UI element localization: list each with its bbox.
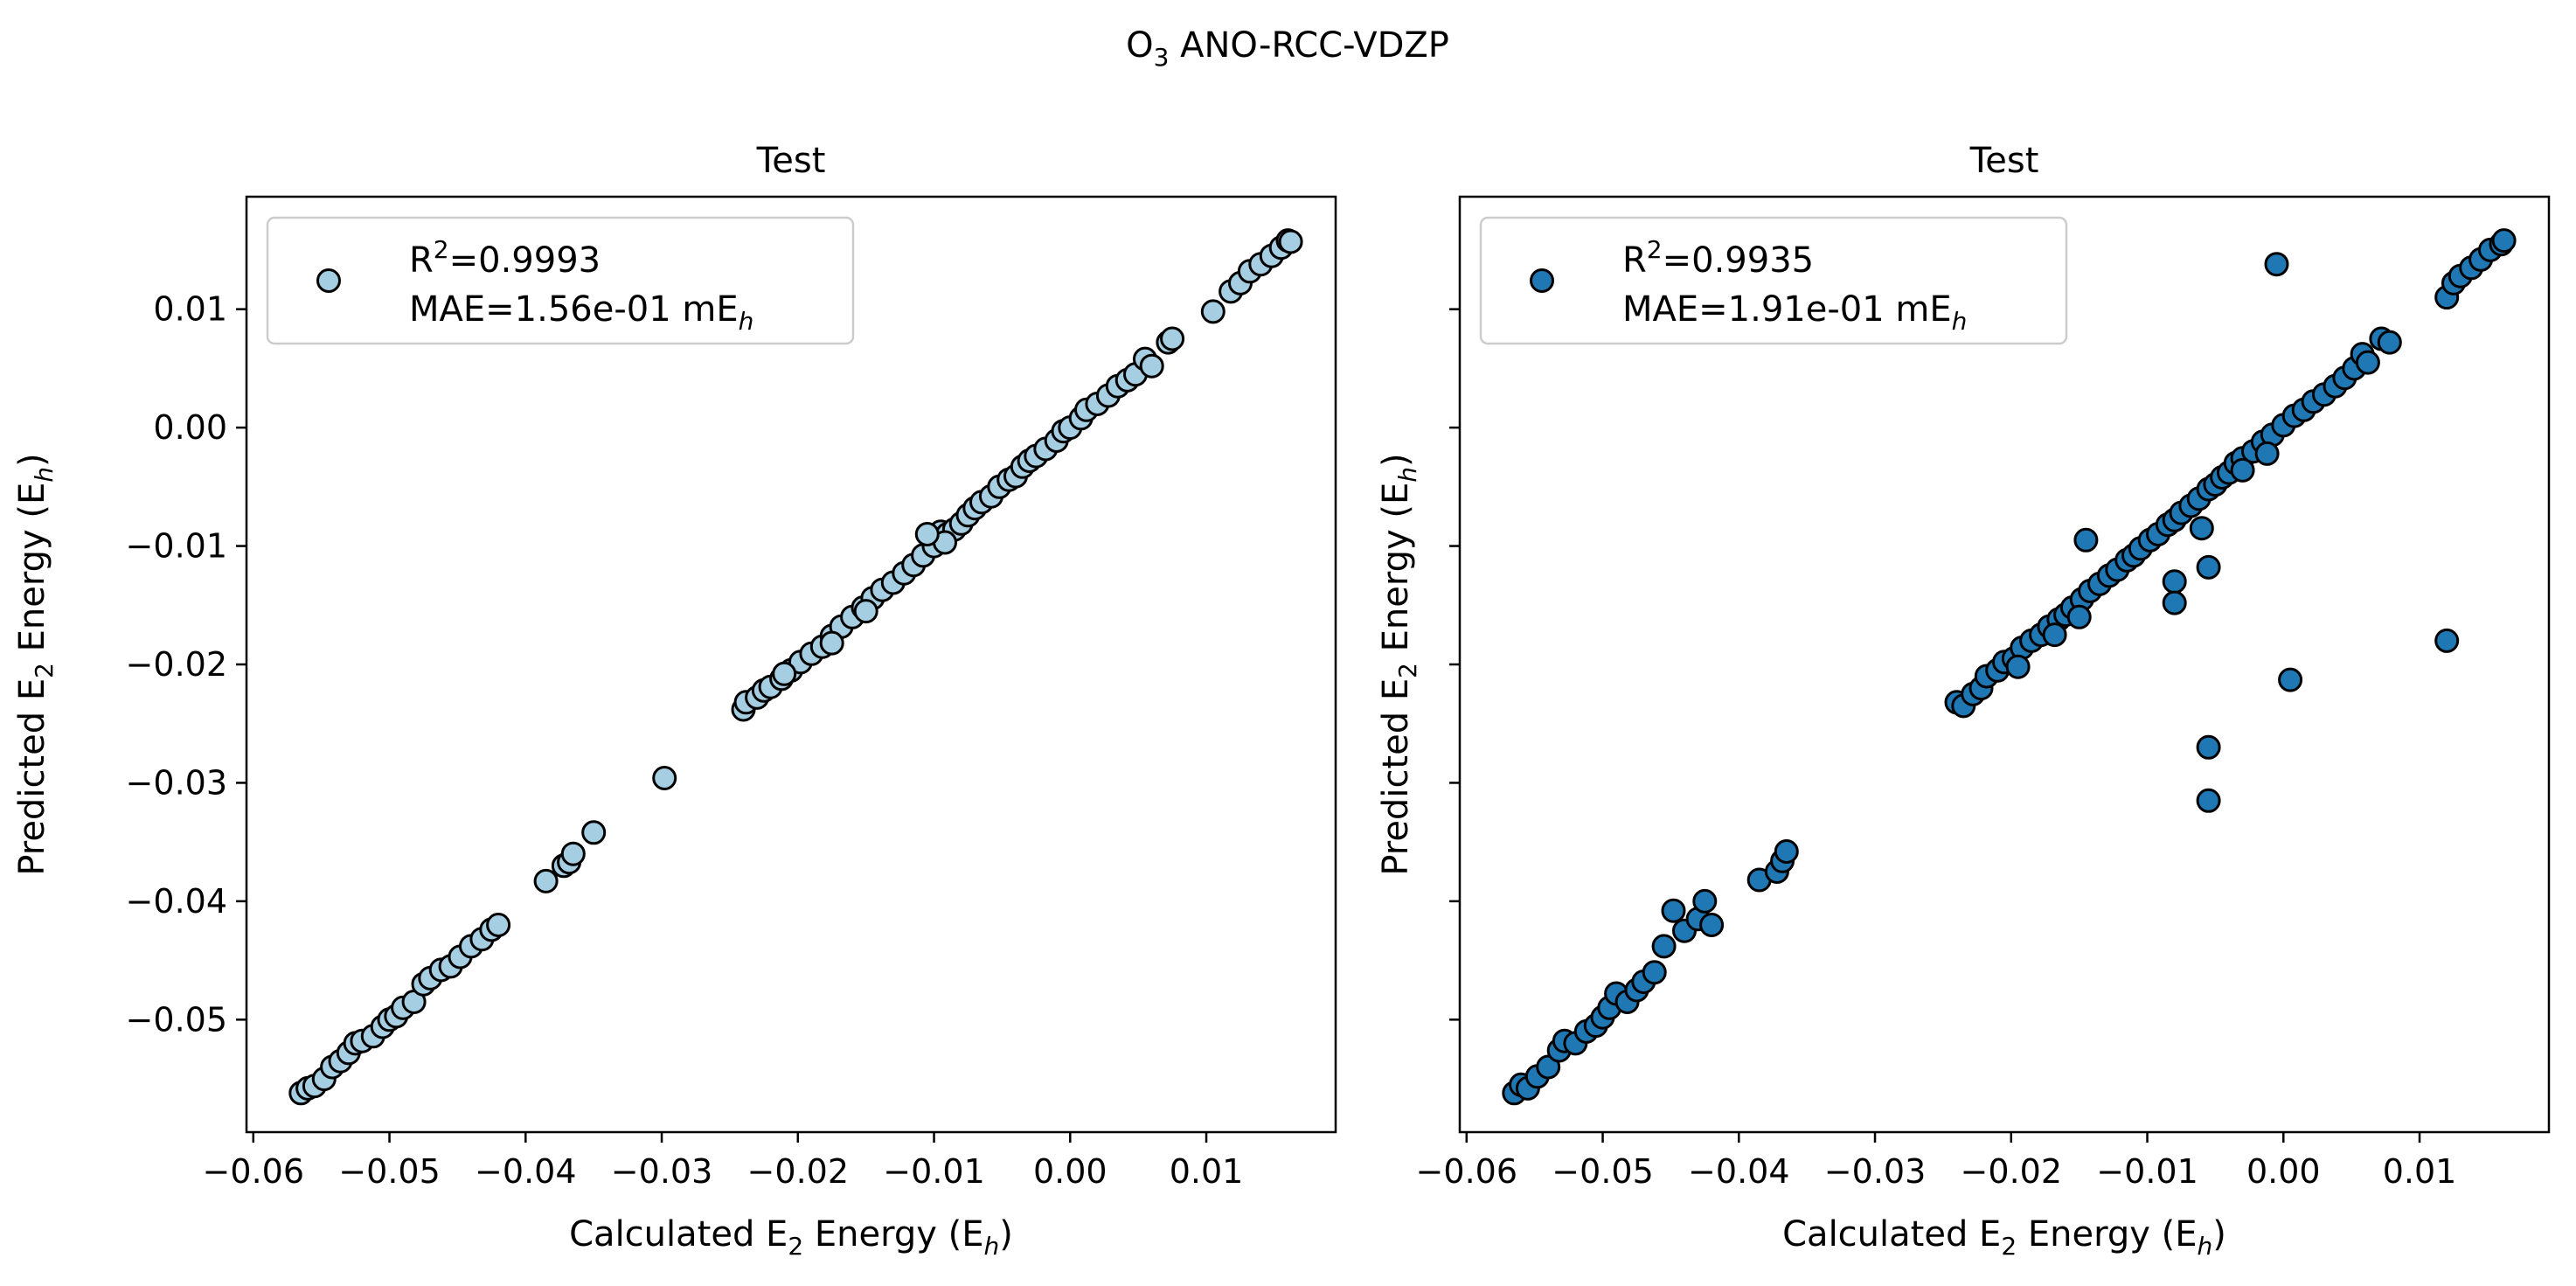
scatter-point (2196, 788, 2221, 813)
scatter-point (1692, 888, 1718, 914)
scatter-point (560, 841, 586, 866)
scatter-point (2434, 628, 2460, 653)
scatter-point (1139, 353, 1164, 379)
x-tick-label: 0.00 (2246, 1152, 2321, 1191)
scatter-point (2278, 667, 2303, 692)
legend-marker (1530, 268, 1554, 293)
y-tick-label: −0.04 (126, 882, 227, 921)
x-tick-label: −0.05 (1552, 1152, 1653, 1191)
x-tick-label: −0.01 (883, 1152, 984, 1191)
x-tick-label: −0.06 (1416, 1152, 1517, 1191)
scatter-point (2355, 350, 2380, 375)
x-tick-label: −0.02 (1961, 1152, 2062, 1191)
panel-title: Test (1969, 141, 2039, 181)
x-tick-label: −0.02 (747, 1152, 849, 1191)
x-tick-label: −0.03 (611, 1152, 712, 1191)
scatter-point (1774, 839, 1799, 864)
scatter-point (1661, 898, 1686, 923)
scatter-point (2491, 228, 2517, 254)
y-axis-label: Predicted E2 Energy (Eh) (1376, 453, 1422, 875)
scatter-point (486, 913, 511, 937)
scatter-point (533, 868, 559, 893)
scatter-point (2005, 654, 2031, 679)
scatter-point (1278, 229, 1303, 254)
legend: R2=0.9993 MAE=1.56e-01 mEh (266, 216, 855, 345)
legend-r2-text: R2=0.9993 (409, 235, 601, 281)
x-tick-label: −0.01 (2096, 1152, 2198, 1191)
scatter-point (2230, 457, 2255, 483)
scatter-point (853, 599, 878, 624)
figure-suptitle: O3 ANO-RCC-VDZP (1126, 25, 1449, 72)
scatter-point (2162, 569, 2187, 594)
x-tick-label: −0.05 (338, 1152, 440, 1191)
scatter-points (1502, 228, 2517, 1106)
legend-mae-text: MAE=1.91e-01 mEh (1622, 289, 1967, 336)
legend: R2=0.9935 MAE=1.91e-01 mEh (1479, 216, 2068, 345)
scatter-point (2073, 527, 2099, 553)
panel-title: Test (756, 141, 826, 181)
scatter-point (2196, 734, 2221, 760)
x-tick-label: −0.06 (203, 1152, 304, 1191)
x-tick-label: −0.04 (1688, 1152, 1789, 1191)
legend-box (266, 216, 855, 345)
x-tick-label: −0.04 (475, 1152, 576, 1191)
y-tick-label: −0.05 (126, 1000, 227, 1039)
x-axis-label: Calculated E2 Energy (Eh) (569, 1214, 1013, 1261)
scatter-point (2264, 252, 2289, 277)
x-tick-label: −0.03 (1824, 1152, 1926, 1191)
scatter-point (652, 766, 677, 790)
legend-mae-text: MAE=1.56e-01 mEh (409, 289, 753, 336)
y-tick-label: −0.01 (126, 527, 227, 566)
scatter-point (819, 630, 844, 656)
right-scatter-panel: Test −0.06 −0.05 −0.04 −0.03 −0.02 −0.01 0.00 0.… (1376, 141, 2551, 1261)
scatter-point (2254, 441, 2280, 466)
legend-marker (316, 268, 341, 293)
scatter-point (1651, 934, 1677, 959)
x-tick-label: 0.01 (2383, 1152, 2457, 1191)
y-tick-label: 0.00 (153, 408, 227, 447)
x-tick-label: 0.00 (1033, 1152, 1107, 1191)
left-scatter-panel: Test −0.06 −0.05 −0.04 −0.03 −0.02 −0.01 0.00 0.… (12, 141, 1337, 1261)
scatter-point (2162, 590, 2187, 615)
y-tick-label: −0.02 (126, 645, 227, 684)
scatter-point (914, 522, 940, 546)
x-tick-label: 0.01 (1170, 1152, 1244, 1191)
y-axis-label: Predicted E2 Energy (Eh) (12, 453, 59, 875)
legend-r2-text: R2=0.9935 (1622, 235, 1814, 281)
scatter-point (2042, 622, 2067, 648)
y-tick-label: 0.01 (153, 290, 227, 329)
scatter-points (288, 228, 1303, 1106)
scatter-point (2377, 330, 2402, 355)
y-tick-label: −0.03 (126, 763, 227, 802)
scatter-point (2196, 554, 2221, 580)
scatter-point (581, 820, 607, 845)
scatter-point (1536, 1054, 1561, 1080)
scatter-point (2066, 604, 2092, 629)
scatter-point (1160, 326, 1185, 351)
scatter-point (1642, 960, 1667, 985)
legend-box (1479, 216, 2068, 345)
scatter-point (1200, 299, 1226, 324)
scatter-point (1699, 913, 1725, 937)
x-axis-label: Calculated E2 Energy (Eh) (1782, 1214, 2226, 1261)
scatter-point (2189, 516, 2214, 541)
scatter-point (772, 661, 797, 686)
